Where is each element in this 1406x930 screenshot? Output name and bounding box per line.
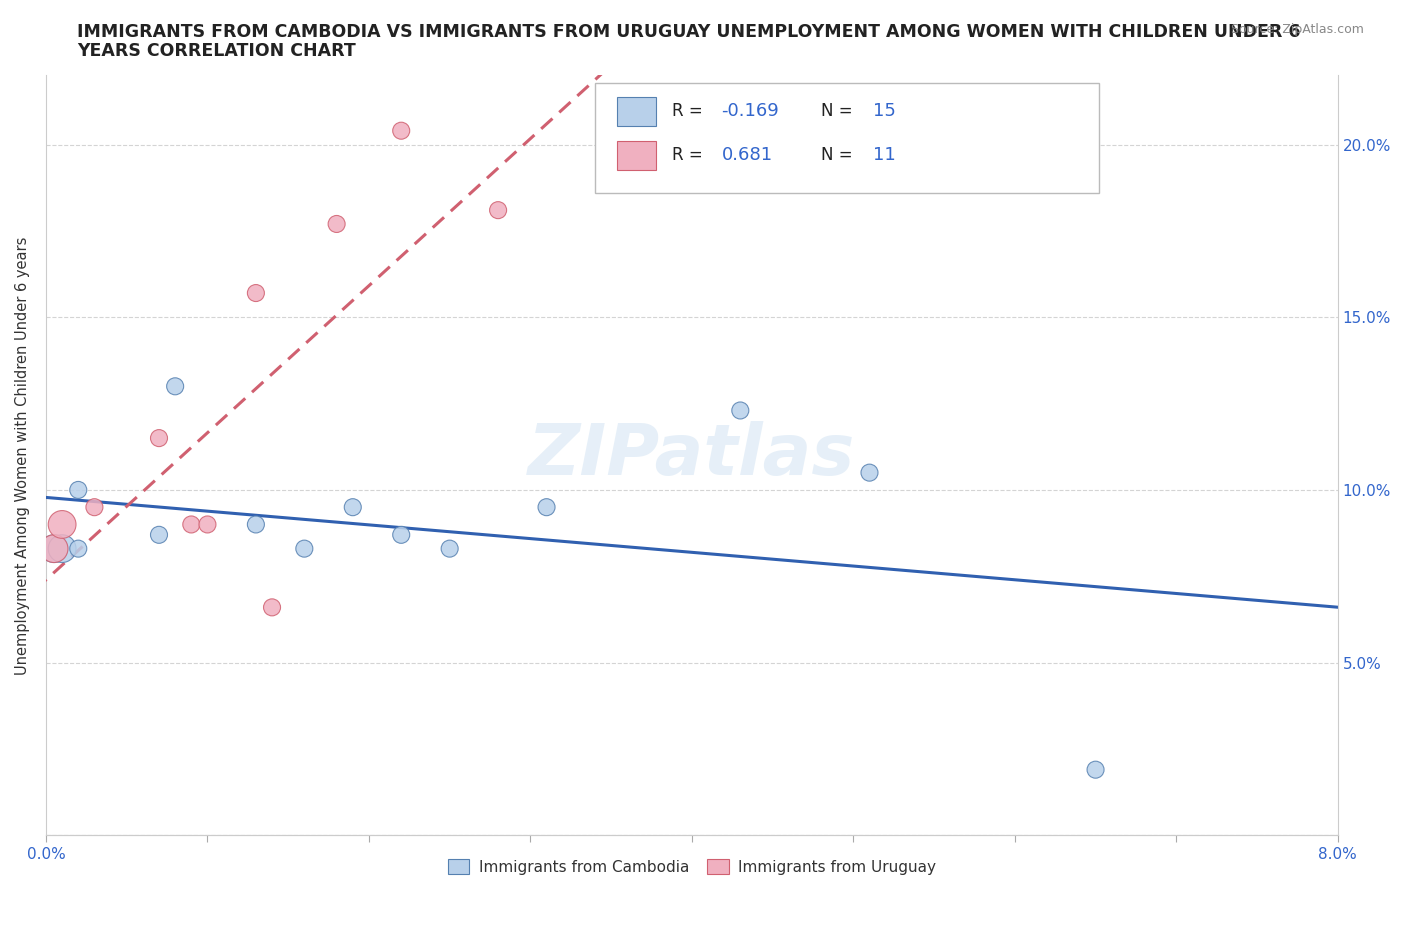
Text: R =: R = [672,102,709,120]
Point [148,527,170,542]
Point [292,541,315,556]
Text: 0.681: 0.681 [721,146,773,165]
Text: N =: N = [821,146,858,165]
Point [83,499,105,514]
Point [486,203,509,218]
Text: ZIPatlas: ZIPatlas [529,421,856,490]
Point [245,517,267,532]
Point [730,403,752,418]
FancyBboxPatch shape [595,83,1098,193]
Point [51,517,73,532]
Point [1084,763,1107,777]
Point [536,499,558,514]
Text: IMMIGRANTS FROM CAMBODIA VS IMMIGRANTS FROM URUGUAY UNEMPLOYMENT AMONG WOMEN WIT: IMMIGRANTS FROM CAMBODIA VS IMMIGRANTS F… [77,23,1301,41]
Point [180,517,202,532]
Point [42,541,65,556]
FancyBboxPatch shape [617,140,655,169]
Point [67,483,90,498]
Text: 15: 15 [873,102,896,120]
Point [51,541,73,556]
Text: N =: N = [821,102,858,120]
Text: -0.169: -0.169 [721,102,779,120]
Point [389,124,412,139]
Point [245,286,267,300]
Point [342,499,364,514]
FancyBboxPatch shape [617,97,655,126]
Point [439,541,461,556]
Point [858,465,880,480]
Point [325,217,347,232]
Point [197,517,219,532]
Text: YEARS CORRELATION CHART: YEARS CORRELATION CHART [77,42,356,60]
Text: R =: R = [672,146,714,165]
Point [389,527,412,542]
Point [260,600,283,615]
Legend: Immigrants from Cambodia, Immigrants from Uruguay: Immigrants from Cambodia, Immigrants fro… [441,853,942,881]
Point [42,541,65,556]
Text: Source: ZipAtlas.com: Source: ZipAtlas.com [1230,23,1364,36]
Point [148,431,170,445]
Y-axis label: Unemployment Among Women with Children Under 6 years: Unemployment Among Women with Children U… [15,236,30,674]
Text: 11: 11 [873,146,896,165]
Point [67,541,90,556]
Point [165,379,187,393]
